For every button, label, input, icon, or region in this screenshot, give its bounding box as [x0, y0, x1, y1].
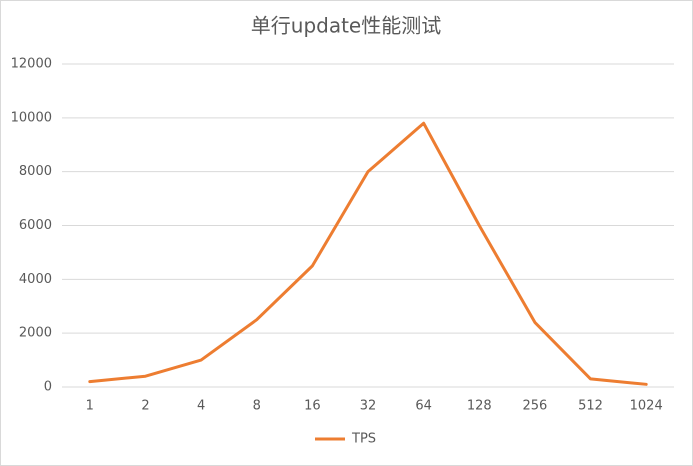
line-series [88, 121, 648, 386]
x-tick-label: 128 [467, 399, 492, 414]
x-tick-label: 1 [86, 399, 94, 414]
y-tick-label: 6000 [19, 218, 52, 233]
y-tick-label: 4000 [19, 272, 52, 287]
chart-title: 单行update性能测试 [251, 14, 441, 38]
y-tick-label: 2000 [19, 326, 52, 341]
x-tick-label: 32 [360, 399, 377, 414]
y-tick-label: 0 [44, 380, 52, 395]
x-tick-label: 2 [141, 399, 149, 414]
x-tick-label: 8 [253, 399, 261, 414]
x-tick-label: 512 [578, 399, 603, 414]
x-tick-label: 1024 [630, 399, 663, 414]
x-tick-label: 256 [522, 399, 547, 414]
x-tick-label: 4 [197, 399, 205, 414]
y-tick-label: 10000 [11, 110, 52, 125]
x-tick-label: 16 [304, 399, 321, 414]
y-tick-label: 12000 [11, 57, 52, 72]
legend-label: TPS [351, 432, 376, 447]
x-tick-label: 64 [415, 399, 432, 414]
y-tick-label: 8000 [19, 164, 52, 179]
